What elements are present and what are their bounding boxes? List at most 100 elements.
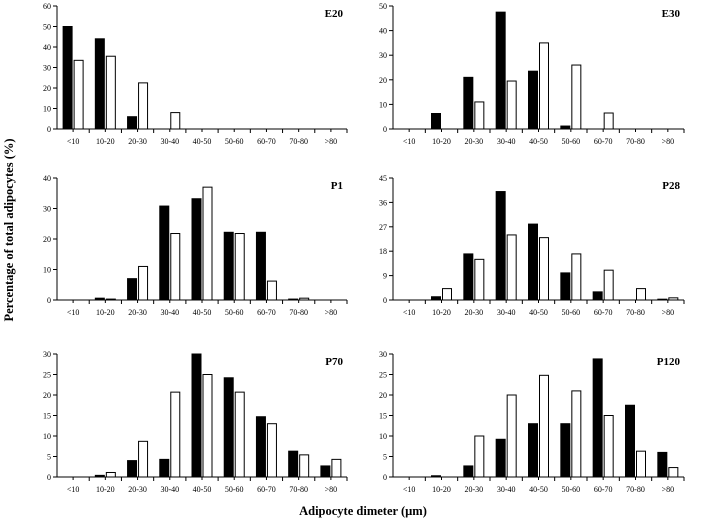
bar-open <box>105 471 116 478</box>
bar-open <box>603 112 614 130</box>
y-tick-label: 0 <box>47 296 51 305</box>
bar-open <box>266 280 277 301</box>
bar-filled <box>495 191 506 301</box>
x-tick-label: 60-70 <box>257 137 276 146</box>
x-tick-label: <10 <box>403 485 416 494</box>
x-tick-label: <10 <box>403 137 416 146</box>
bar-open <box>170 112 181 130</box>
bar-open <box>105 55 116 130</box>
bar-filled <box>255 416 266 478</box>
y-tick-label: 25 <box>379 371 387 380</box>
x-tick-label: 30-40 <box>160 137 179 146</box>
bar-open <box>202 186 213 301</box>
x-tick-label: 60-70 <box>594 308 613 317</box>
panel-p70: 0 5 10 15 20 25 30 <10 10-20 20-30 30-40 40-50 50-60… <box>43 350 348 494</box>
y-tick-label: 10 <box>379 432 387 441</box>
y-tick-label: 18 <box>379 247 387 256</box>
y-axis-title: Percentage of total adipocytes (%) <box>2 138 16 321</box>
bar-filled <box>495 438 506 478</box>
bar-filled <box>223 231 234 301</box>
x-tick-label: 50-60 <box>561 137 580 146</box>
x-tick-label: 70-80 <box>626 308 645 317</box>
x-tick-label: 50-60 <box>225 137 244 146</box>
bar-filled <box>191 198 202 301</box>
x-tick-label: 40-50 <box>193 137 212 146</box>
bar-filled <box>528 70 538 130</box>
x-tick-label: 40-50 <box>529 485 548 494</box>
y-tick-label: 0 <box>383 473 387 482</box>
x-tick-label: 50-60 <box>225 308 244 317</box>
y-tick-label: 40 <box>43 174 51 183</box>
y-tick-label: 10 <box>43 266 51 275</box>
bar-open <box>668 467 679 478</box>
bar-open <box>442 288 452 301</box>
y-tick-label: 50 <box>43 23 51 32</box>
x-tick-label: 40-50 <box>529 137 548 146</box>
y-tick-label: 0 <box>47 473 51 482</box>
bar-open <box>539 374 549 478</box>
bar-filled <box>191 353 202 478</box>
y-tick-label: 60 <box>43 2 51 11</box>
bar-open <box>506 80 517 130</box>
bar-open <box>474 101 485 130</box>
x-tick-label: <10 <box>67 308 80 317</box>
x-tick-label: 70-80 <box>289 137 308 146</box>
panel-e20: 0 10 20 30 40 50 60 <10 10-20 20-30 30-40 40-50 50-6… <box>43 2 348 146</box>
x-tick-label: >80 <box>662 137 675 146</box>
bar-open <box>138 265 149 301</box>
bar-open <box>571 390 582 478</box>
x-axis-title: Adipocyte dimeter (µm) <box>299 504 427 518</box>
x-tick-label: 10-20 <box>432 485 451 494</box>
bar-filled <box>625 404 635 478</box>
panel-p1: 0 10 20 30 40 <10 10-20 20-30 30-40 40-50 50-60 60-… <box>43 174 348 317</box>
x-tick-label: 60-70 <box>257 308 276 317</box>
bar-open <box>202 374 213 478</box>
y-tick-label: 40 <box>43 43 51 52</box>
y-tick-label: 0 <box>383 296 387 305</box>
y-tick-label: 20 <box>43 391 51 400</box>
bar-filled <box>528 223 538 301</box>
x-tick-label: 30-40 <box>160 485 179 494</box>
y-tick-label: 30 <box>43 64 51 73</box>
bar-filled <box>127 116 138 130</box>
bar-filled <box>288 450 299 478</box>
bar-open <box>474 258 485 301</box>
x-tick-label: 20-30 <box>464 308 483 317</box>
y-tick-label: 30 <box>379 51 387 60</box>
bar-open <box>105 298 116 301</box>
bar-filled <box>592 291 603 301</box>
x-tick-label: 50-60 <box>561 308 580 317</box>
x-tick-label: 10-20 <box>432 137 451 146</box>
bar-filled <box>94 474 105 478</box>
panel-title: P28 <box>662 180 680 192</box>
bar-open <box>506 234 517 301</box>
bar-filled <box>127 460 138 478</box>
x-tick-label: 70-80 <box>626 485 645 494</box>
x-tick-label: 30-40 <box>497 308 516 317</box>
bar-open <box>636 288 646 301</box>
panel-title: P1 <box>331 180 343 192</box>
bar-open <box>668 297 679 301</box>
bar-open <box>506 394 517 478</box>
bar-filled <box>495 11 506 130</box>
y-tick-label: 20 <box>379 76 387 85</box>
y-tick-label: 50 <box>379 2 387 11</box>
y-tick-label: 10 <box>379 100 387 109</box>
x-tick-label: <10 <box>67 485 80 494</box>
x-tick-label: >80 <box>662 485 675 494</box>
x-tick-label: 70-80 <box>289 308 308 317</box>
x-tick-label: <10 <box>67 137 80 146</box>
bar-open <box>539 42 549 130</box>
bar-filled <box>288 298 299 301</box>
bar-open <box>170 391 181 478</box>
x-tick-label: 60-70 <box>594 137 613 146</box>
bar-filled <box>159 205 170 301</box>
bar-open <box>299 297 310 301</box>
bar-open <box>138 440 149 478</box>
y-tick-label: 30 <box>379 350 387 359</box>
x-tick-label: 20-30 <box>464 137 483 146</box>
bar-open <box>474 435 485 478</box>
bar-filled <box>560 272 571 301</box>
panel-title: P120 <box>657 356 681 368</box>
x-tick-label: >80 <box>325 137 338 146</box>
